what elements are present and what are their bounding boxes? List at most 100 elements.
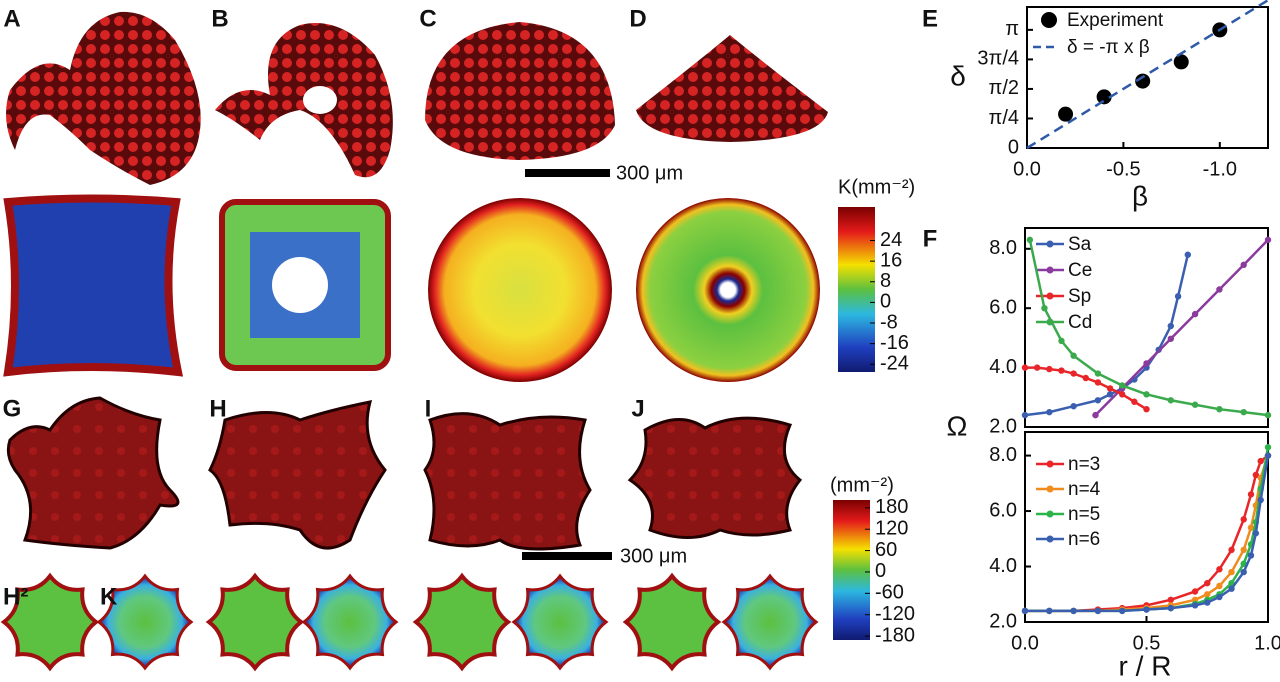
- data-point: [1096, 89, 1112, 105]
- data-point: [1046, 365, 1053, 373]
- data-point: [1070, 352, 1077, 359]
- data-point: [1228, 585, 1235, 592]
- sheet-h: [208, 400, 387, 550]
- data-point: [1033, 364, 1041, 371]
- heat-d: [636, 198, 820, 382]
- legend-label: Sp: [1068, 286, 1091, 307]
- legend-marker: [1041, 12, 1057, 28]
- x-tick-label: -0.5: [1106, 158, 1140, 180]
- panel-label: F: [923, 225, 938, 252]
- legend-label: n=3: [1068, 454, 1100, 475]
- data-point: [1021, 411, 1029, 419]
- legend-marker: [1046, 510, 1054, 518]
- data-point: [1070, 607, 1077, 615]
- heat-a: [3, 194, 184, 377]
- data-point: [1257, 496, 1264, 504]
- legend-label: n=4: [1068, 479, 1101, 500]
- legend-marker: [1046, 535, 1054, 543]
- data-point: [1204, 599, 1211, 606]
- data-point: [1119, 382, 1126, 389]
- colorbar-tick-label: 120: [875, 517, 908, 539]
- colorbar-tick-label: -16: [880, 332, 909, 354]
- data-point: [1228, 568, 1235, 576]
- shell-b-hole: [303, 86, 337, 114]
- legend-marker: [1046, 292, 1054, 300]
- series-line: [1024, 254, 1190, 417]
- colorbar-tick-label: 60: [875, 539, 897, 561]
- colorbar-title: (mm⁻²): [830, 474, 894, 496]
- y-axis-label: Ω: [947, 410, 968, 441]
- image-row-4: [2, 574, 818, 670]
- y-tick-label: π: [1005, 18, 1019, 40]
- y-tick-label: 8.0: [989, 444, 1017, 466]
- data-point: [1240, 408, 1247, 416]
- data-point: [1143, 391, 1150, 398]
- heat-b-hole: [272, 257, 328, 313]
- data-point: [1143, 360, 1150, 367]
- data-point: [1240, 516, 1247, 523]
- data-point: [1264, 452, 1272, 459]
- colorbar-tick-label: 8: [880, 270, 891, 292]
- x-tick-label: -1.0: [1203, 158, 1237, 180]
- colorbar-title: K(mm⁻²): [838, 176, 915, 198]
- k-map: [722, 574, 818, 670]
- colorbar-tick-label: 24: [880, 229, 902, 251]
- sheet-g: [6, 396, 180, 550]
- panel-label: I: [425, 395, 432, 422]
- data-point: [1143, 405, 1150, 413]
- data-point: [1216, 566, 1223, 573]
- colorbar-tick-label: -8: [880, 311, 898, 333]
- data-point: [1143, 606, 1150, 613]
- y-tick-label: 0: [1008, 136, 1019, 158]
- series-line: [1025, 455, 1270, 613]
- data-point: [1094, 379, 1102, 386]
- k-map: [302, 574, 398, 670]
- data-point: [1216, 582, 1223, 590]
- panel-label: D: [629, 5, 646, 32]
- data-point: [1240, 568, 1247, 576]
- image-row-1: [6, 11, 828, 185]
- panel-label: B: [211, 5, 228, 32]
- data-point: [1070, 370, 1077, 377]
- data-point: [1046, 607, 1053, 615]
- legend-label: δ = -π x β: [1067, 37, 1150, 58]
- x-axis-label: r / R: [1119, 650, 1172, 681]
- y-tick-label: 2.0: [989, 610, 1017, 632]
- legend-marker: [1046, 266, 1054, 274]
- data-point: [1184, 251, 1192, 258]
- plot-frame: [1024, 227, 1269, 428]
- plot-frame: [1024, 431, 1269, 623]
- panel-label: J: [631, 395, 644, 422]
- plot-frame: [1026, 6, 1269, 149]
- data-point: [1058, 367, 1065, 374]
- colorbar-2: [833, 500, 870, 640]
- panel-label: C: [419, 5, 436, 32]
- scale-bar-label: 300 μm: [620, 545, 687, 567]
- panel-label: G: [3, 395, 22, 422]
- data-point: [1094, 397, 1102, 404]
- colorbar-tick-label: -24: [880, 353, 909, 375]
- data-point: [1046, 408, 1053, 416]
- data-point: [1119, 607, 1126, 615]
- x-tick-label: 1.0: [1254, 632, 1280, 654]
- data-point: [1257, 457, 1264, 465]
- data-point: [1094, 607, 1102, 615]
- y-tick-label: 4.0: [989, 356, 1017, 378]
- y-axis-label: δ: [950, 60, 966, 91]
- legend-marker: [1046, 485, 1054, 493]
- data-point: [1167, 604, 1175, 612]
- y-tick-label: π/2: [989, 77, 1019, 99]
- data-point: [1173, 54, 1189, 70]
- data-point: [1216, 405, 1223, 413]
- data-point: [1247, 524, 1255, 531]
- data-point: [1106, 391, 1114, 398]
- legend-label: Experiment: [1067, 10, 1164, 31]
- x-axis-label: β: [1132, 180, 1148, 211]
- colorbar-tick-label: 0: [875, 560, 886, 582]
- data-point: [1174, 293, 1182, 300]
- data-point: [1247, 552, 1255, 559]
- colorbar-tick-label: 16: [880, 249, 902, 271]
- data-point: [1264, 236, 1272, 244]
- data-point: [1167, 335, 1175, 342]
- colorbar-tick-label: -120: [875, 603, 915, 625]
